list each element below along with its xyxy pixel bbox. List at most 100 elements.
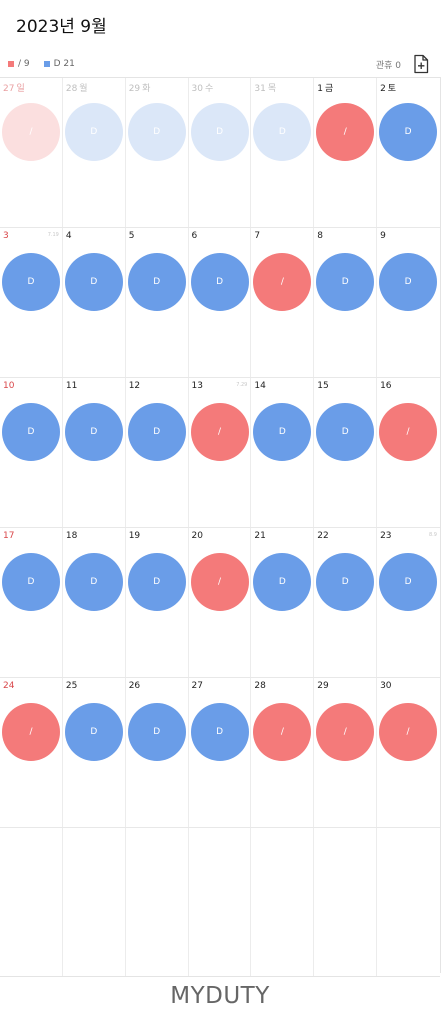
shift-day-circle[interactable]: D [127, 103, 186, 161]
shift-day-circle[interactable]: D [64, 253, 123, 311]
calendar-day[interactable]: 25 D [63, 678, 126, 827]
shift-day-circle[interactable]: D [190, 103, 249, 161]
calendar-day[interactable]: 28 / [251, 678, 315, 827]
calendar-day[interactable]: 3 7.19 D [0, 228, 63, 377]
shift-off-circle[interactable]: / [253, 253, 312, 311]
calendar-day[interactable]: 7/ [251, 228, 315, 377]
calendar-day[interactable]: 13 7.29 / [189, 378, 252, 527]
shift-day-circle[interactable]: D [127, 403, 186, 461]
shift-day-circle[interactable]: D [379, 103, 438, 161]
calendar-day[interactable]: 29 화 D [126, 78, 189, 227]
calendar-day[interactable] [63, 828, 126, 976]
leave-count: 관휴 0 [375, 61, 401, 71]
calendar-day[interactable]: 15 D [314, 378, 378, 527]
day-number: 20 [191, 531, 203, 541]
shift-off-circle[interactable]: / [379, 703, 438, 761]
calendar-day[interactable]: 31 목 D [251, 78, 315, 227]
shift-day-circle[interactable]: D [316, 553, 375, 611]
calendar-day[interactable] [0, 828, 63, 976]
calendar-day[interactable]: 26 D [126, 678, 189, 827]
calendar-day[interactable] [377, 828, 440, 976]
day-number: 24 [3, 681, 15, 691]
calendar-day[interactable]: 16 / [377, 378, 440, 527]
brand-logo: MYDUTY [170, 983, 270, 1009]
weekday-label: 토 [387, 84, 397, 94]
day-label: 29 화 [129, 81, 151, 94]
calendar-day[interactable]: 30 수 D [189, 78, 252, 227]
calendar-day[interactable]: 27 D [189, 678, 252, 827]
shift-day-circle[interactable]: D [64, 103, 123, 161]
shift-off-circle[interactable]: / [379, 403, 438, 461]
shift-day-circle[interactable]: D [190, 703, 249, 761]
day-number: 16 [380, 381, 392, 391]
shift-day-circle[interactable]: D [253, 403, 312, 461]
add-schedule-button[interactable] [413, 54, 429, 74]
calendar-day[interactable]: 20 / [189, 528, 252, 677]
shift-off-circle[interactable]: / [316, 703, 375, 761]
calendar-day[interactable]: 30 / [377, 678, 440, 827]
shift-off-circle[interactable]: / [2, 103, 60, 161]
shift-day-circle[interactable]: D [127, 553, 186, 611]
calendar-week: 17 D 18 D 19 D 20 / 21 D 22 D 23 8.9 D [0, 528, 440, 678]
calendar-day[interactable]: 27 일 / [0, 78, 63, 227]
shift-off-circle[interactable]: / [2, 703, 60, 761]
weekday-label: 수 [204, 84, 214, 94]
day-number: 29 [128, 84, 141, 94]
calendar-day[interactable]: 23 8.9 D [377, 528, 440, 677]
day-number: 19 [128, 531, 141, 541]
shift-day-circle[interactable]: D [2, 253, 60, 311]
calendar-day[interactable] [251, 828, 315, 976]
calendar-day[interactable] [189, 828, 252, 976]
calendar-day[interactable]: 10 D [0, 378, 63, 527]
day-label: 21 [254, 531, 265, 541]
shift-day-circle[interactable]: D [64, 403, 123, 461]
day-number: 26 [128, 681, 141, 691]
shift-day-circle[interactable]: D [64, 703, 123, 761]
shift-day-circle[interactable]: D [253, 103, 312, 161]
calendar-day[interactable]: 29 / [314, 678, 378, 827]
calendar-week: 27 일/28 월 D 29 화 D 30 수 D 31 목 D 1 금/2 토 D [0, 78, 440, 228]
shift-off-circle[interactable]: / [316, 103, 375, 161]
calendar-day[interactable]: 21 D [251, 528, 315, 677]
shift-off-circle[interactable]: / [190, 403, 249, 461]
calendar-day[interactable] [314, 828, 378, 976]
shift-day-circle[interactable]: D [190, 253, 249, 311]
calendar-day[interactable]: 22 D [314, 528, 378, 677]
shift-day-circle[interactable]: D [379, 253, 438, 311]
shift-day-circle[interactable]: D [379, 553, 438, 611]
day-label: 22 [317, 531, 328, 541]
shift-off-circle[interactable]: / [253, 703, 312, 761]
day-label: 7 [254, 231, 260, 241]
calendar-day[interactable]: 1 금 / [314, 78, 378, 227]
shift-day-circle[interactable]: D [2, 403, 60, 461]
calendar-day[interactable]: 12 D [126, 378, 189, 527]
shift-day-circle[interactable]: D [316, 403, 375, 461]
shift-day-circle[interactable]: D [127, 253, 186, 311]
day-number: 12 [128, 381, 141, 391]
calendar-day[interactable]: 19 D [126, 528, 189, 677]
shift-day-circle[interactable]: D [253, 553, 312, 611]
day-label: 4 [66, 231, 72, 241]
weekday-label: 화 [142, 84, 151, 94]
calendar-day[interactable]: 11 D [63, 378, 126, 527]
day-label: 23 [380, 531, 391, 541]
calendar-day[interactable]: 14 D [251, 378, 315, 527]
shift-day-circle[interactable]: D [2, 553, 60, 611]
calendar-day[interactable] [126, 828, 189, 976]
day-label: 13 [192, 381, 203, 391]
calendar-day[interactable]: 17 D [0, 528, 63, 677]
shift-day-circle[interactable]: D [127, 703, 186, 761]
calendar-day[interactable]: 18 D [63, 528, 126, 677]
shift-off-circle[interactable]: / [190, 553, 249, 611]
calendar-day[interactable]: 28 월 D [63, 78, 126, 227]
month-title: 2023년 9월 [16, 17, 107, 37]
shift-day-circle[interactable]: D [316, 253, 375, 311]
shift-day-circle[interactable]: D [64, 553, 123, 611]
calendar-day[interactable]: 24 / [0, 678, 63, 827]
